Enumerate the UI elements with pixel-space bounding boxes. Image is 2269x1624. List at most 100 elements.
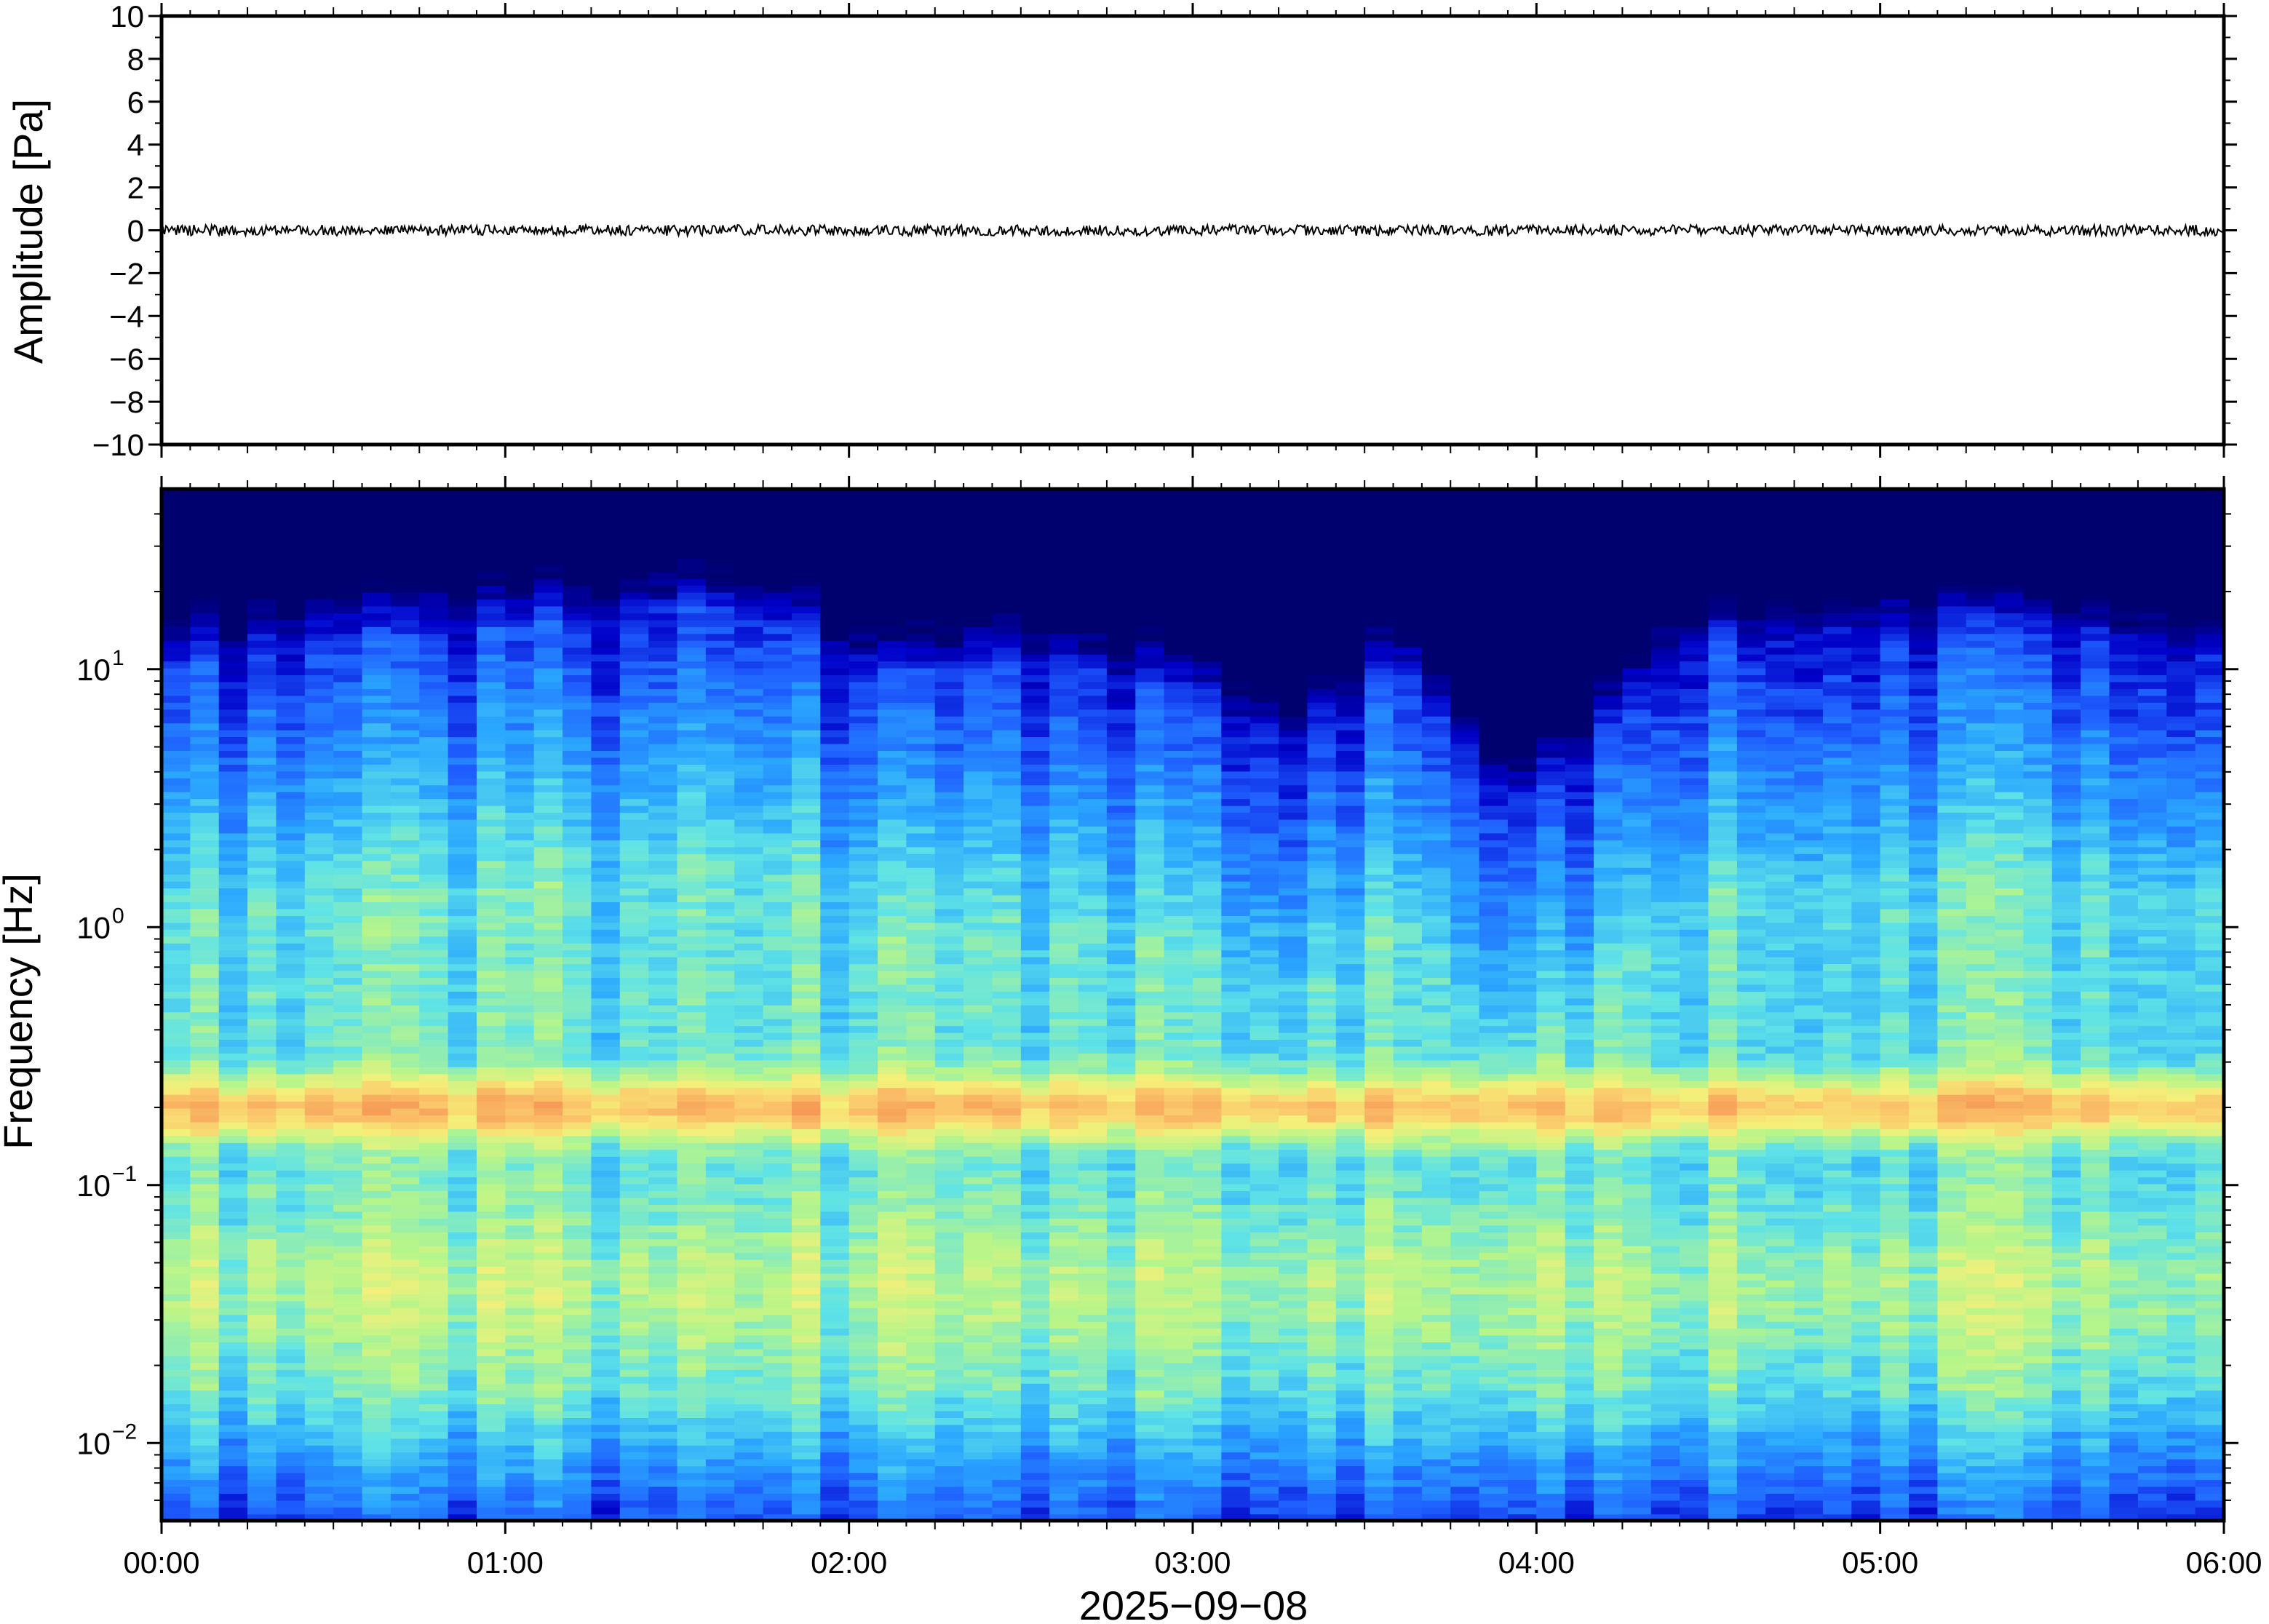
spectrogram-cell [677, 812, 707, 820]
spectrogram-cell [304, 1190, 334, 1198]
spectrogram-cell [362, 998, 392, 1006]
spectrogram-cell [705, 826, 736, 834]
spectrogram-cell [763, 984, 792, 992]
spectrogram-cell [677, 1149, 707, 1157]
spectrogram-cell [619, 991, 649, 999]
spectrogram-cell [619, 778, 649, 786]
spectrogram-cell [734, 1183, 764, 1192]
spectrogram-cell [419, 1410, 449, 1418]
spectrogram-cell [763, 674, 792, 682]
spectrogram-cell [763, 812, 792, 820]
spectrogram-cell [677, 1410, 707, 1418]
spectrogram-cell [591, 1252, 621, 1260]
spectrogram-cell [276, 1238, 306, 1246]
spectrogram-cell [1078, 1300, 1108, 1308]
spectrogram-cell [563, 1053, 592, 1061]
spectrogram-cell [505, 956, 535, 965]
spectrogram-cell [791, 1479, 822, 1487]
spectrogram-cell [247, 1280, 277, 1288]
spectrogram-cell [705, 1362, 736, 1370]
spectrogram-cell [390, 977, 421, 985]
spectrogram-cell [820, 977, 850, 985]
spectrogram-cell [533, 1032, 563, 1040]
spectrogram-cell [276, 544, 306, 552]
spectrogram-cell [1049, 1348, 1079, 1356]
spectrogram-cell [963, 640, 993, 648]
spectrogram-cell [563, 1438, 592, 1446]
spectrogram-cell [419, 1458, 449, 1467]
spectrogram-cell [1078, 936, 1108, 944]
spectrogram-cell [992, 860, 1022, 868]
spectrogram-cell [619, 1438, 649, 1446]
spectrogram-cell [619, 605, 649, 613]
spectrogram-cell [1049, 1067, 1079, 1075]
spectrogram-cell [1078, 605, 1108, 613]
spectrogram-cell [190, 812, 220, 820]
spectrogram-cell [820, 1417, 850, 1425]
spectrogram-cell [791, 771, 822, 779]
spectrogram-cell [992, 1356, 1022, 1364]
spectrogram-cell [190, 1458, 220, 1467]
spectrogram-cell [1078, 1087, 1108, 1095]
spectrogram-cell [648, 1376, 678, 1384]
spectrogram-cell [390, 1080, 421, 1088]
spectrogram-cell [563, 653, 592, 662]
spectrogram-cell [276, 970, 306, 978]
spectrogram-cell [390, 853, 421, 861]
spectrogram-cell [705, 977, 736, 985]
spectrogram-cell [791, 502, 822, 511]
spectrogram-cell [591, 1183, 621, 1192]
spectrogram-cell [648, 1404, 678, 1412]
spectrogram-cell [992, 516, 1022, 525]
spectrogram-cell [992, 729, 1022, 738]
spectrogram-cell [878, 812, 907, 820]
spectrogram-cell [878, 661, 907, 669]
spectrogram-cell [533, 929, 563, 937]
spectrogram-cell [247, 942, 277, 951]
spectrogram-cell [505, 1334, 535, 1343]
spectrogram-cell [563, 1500, 592, 1508]
spectrogram-cell [162, 736, 191, 744]
spectrogram-cell [934, 1225, 964, 1233]
spectrogram-cell [190, 1018, 220, 1027]
spectrogram-cell [820, 991, 850, 999]
spectrogram-cell [333, 750, 363, 758]
spectrogram-cell [276, 530, 306, 538]
spectrogram-cell [390, 551, 421, 559]
spectrogram-cell [619, 1155, 649, 1164]
spectrogram-cell [1020, 1452, 1050, 1460]
spectrogram-cell [390, 647, 421, 655]
spectrogram-cell [734, 1197, 764, 1205]
spectrogram-cell [247, 1486, 277, 1494]
spectrogram-cell [619, 1314, 649, 1322]
spectrogram-cell [820, 695, 850, 703]
spectrogram-cell [619, 1472, 649, 1481]
spectrogram-cell [992, 1321, 1022, 1329]
spectrogram-cell [276, 1169, 306, 1178]
spectrogram-cell [533, 599, 563, 607]
spectrogram-cell [878, 880, 907, 889]
spectrogram-cell [849, 516, 878, 525]
spectrogram-cell [505, 1107, 535, 1116]
spectrogram-cell [505, 1273, 535, 1281]
spectrogram-cell [906, 633, 936, 641]
spectrogram-cell [878, 1396, 907, 1405]
spectrogram-cell [992, 1438, 1022, 1446]
spectrogram-cell [448, 1011, 477, 1019]
spectrogram-cell [1078, 599, 1108, 607]
spectrogram-cell [934, 1424, 964, 1432]
spectrogram-cell [476, 1163, 506, 1171]
spectrogram-cell [390, 832, 421, 840]
spectrogram-cell [390, 1438, 421, 1446]
spectrogram-cell [304, 1452, 334, 1460]
spectrogram-cell [333, 1307, 363, 1315]
spectrogram-cell [619, 633, 649, 641]
spectrogram-cell [1078, 681, 1108, 689]
spectrogram-cell [648, 1067, 678, 1075]
spectrogram-cell [276, 1067, 306, 1075]
spectrogram-cell [1020, 1073, 1050, 1081]
spectrogram-cell [934, 1211, 964, 1219]
spectrogram-cell [1106, 1382, 1137, 1391]
spectrogram-cell [734, 840, 764, 848]
spectrogram-cell [992, 1458, 1022, 1467]
